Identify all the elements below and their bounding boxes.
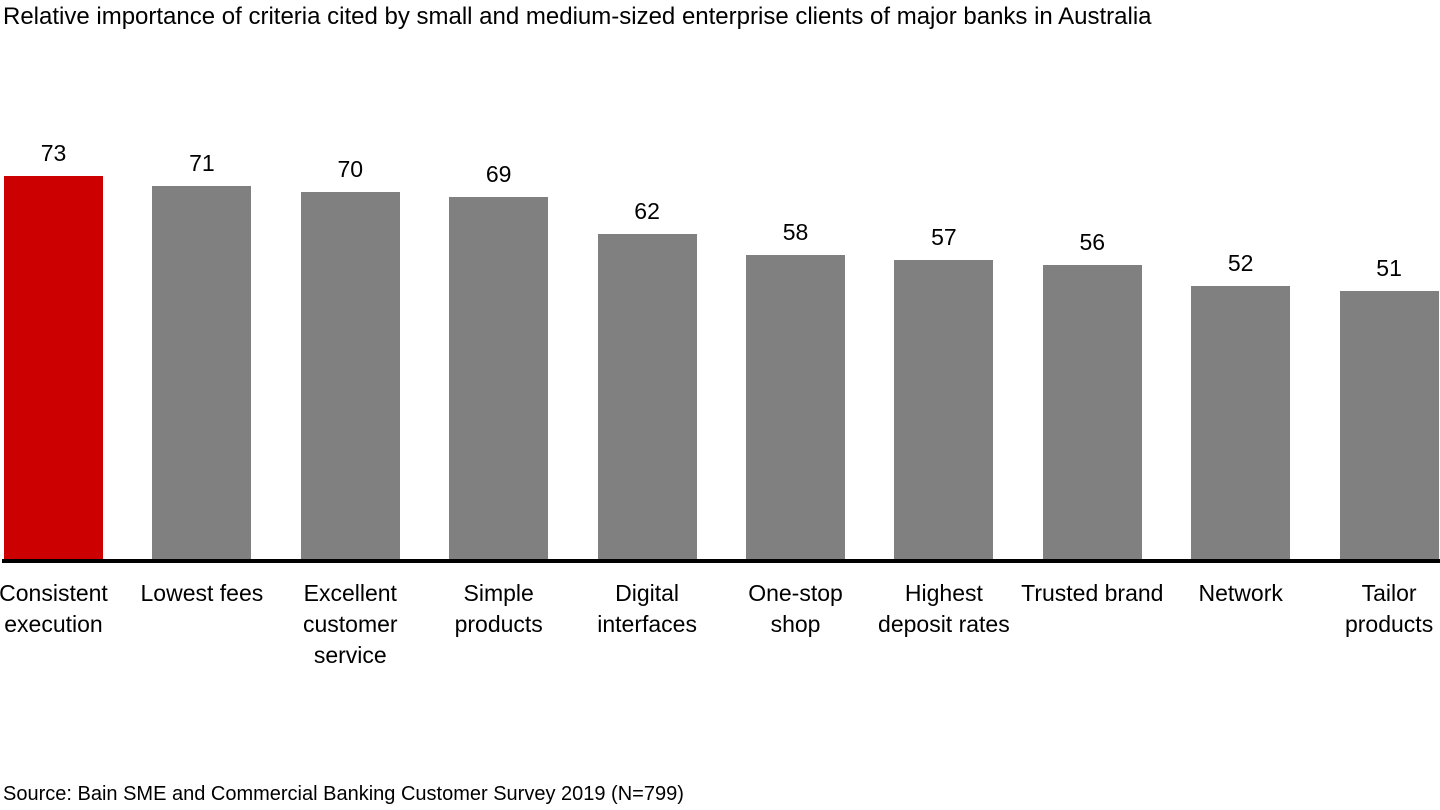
bar bbox=[449, 197, 549, 559]
bar-value-label: 69 bbox=[485, 161, 512, 187]
bar-value-label: 56 bbox=[1079, 229, 1106, 255]
bar-category-label: Simple products bbox=[454, 580, 543, 637]
bar bbox=[1339, 291, 1439, 559]
bar-column: 69 bbox=[449, 161, 549, 559]
bar bbox=[152, 186, 252, 559]
bar-column: 57 bbox=[894, 224, 994, 559]
bar-value-label: 58 bbox=[782, 219, 809, 245]
bar bbox=[300, 192, 400, 559]
chart-title: Relative importance of criteria cited by… bbox=[3, 3, 1152, 30]
bar-column: 71 bbox=[152, 150, 252, 559]
bar-column: 56 bbox=[1042, 229, 1142, 559]
bar bbox=[1191, 286, 1291, 559]
bar-value-label: 71 bbox=[189, 150, 215, 176]
x-axis-line bbox=[2, 559, 1440, 563]
bar-column: 70 bbox=[300, 156, 400, 559]
bar bbox=[894, 260, 994, 559]
bar-column: 62 bbox=[597, 198, 697, 559]
bar-category-label: Excellent customer service bbox=[303, 580, 398, 668]
bar-category-label: Digital interfaces bbox=[597, 580, 697, 637]
bar-value-label: 51 bbox=[1376, 255, 1402, 281]
bar-value-label: 52 bbox=[1227, 250, 1254, 276]
bar-category-label: Tailor products bbox=[1344, 580, 1434, 637]
bar bbox=[4, 176, 103, 559]
bar-column: 51 bbox=[1339, 255, 1439, 559]
bar-value-label: 57 bbox=[931, 224, 957, 250]
bar-column: 58 bbox=[746, 219, 845, 559]
source-note: Source: Bain SME and Commercial Banking … bbox=[3, 783, 684, 805]
bar-value-label: 62 bbox=[634, 198, 660, 224]
bar-category-label: One-stop shop bbox=[748, 580, 843, 637]
bar bbox=[597, 234, 697, 559]
bar-category-label: Lowest fees bbox=[140, 580, 264, 606]
bar-category-label: Consistent execution bbox=[0, 580, 108, 637]
bar bbox=[1042, 265, 1142, 559]
bar bbox=[746, 255, 845, 559]
bar-column: 52 bbox=[1191, 250, 1291, 559]
bar-chart: 73 71 70 69 62 58 57 56 52 51 Consistent executio… bbox=[0, 140, 1440, 668]
bar-value-label: 73 bbox=[40, 140, 67, 166]
bar-category-label: Network bbox=[1198, 580, 1283, 606]
bar-column: 73 bbox=[4, 140, 103, 559]
bar-category-label: Trusted brand bbox=[1021, 580, 1164, 606]
bar-category-label: Highest deposit rates bbox=[878, 580, 1010, 637]
bar-value-label: 70 bbox=[337, 156, 364, 182]
